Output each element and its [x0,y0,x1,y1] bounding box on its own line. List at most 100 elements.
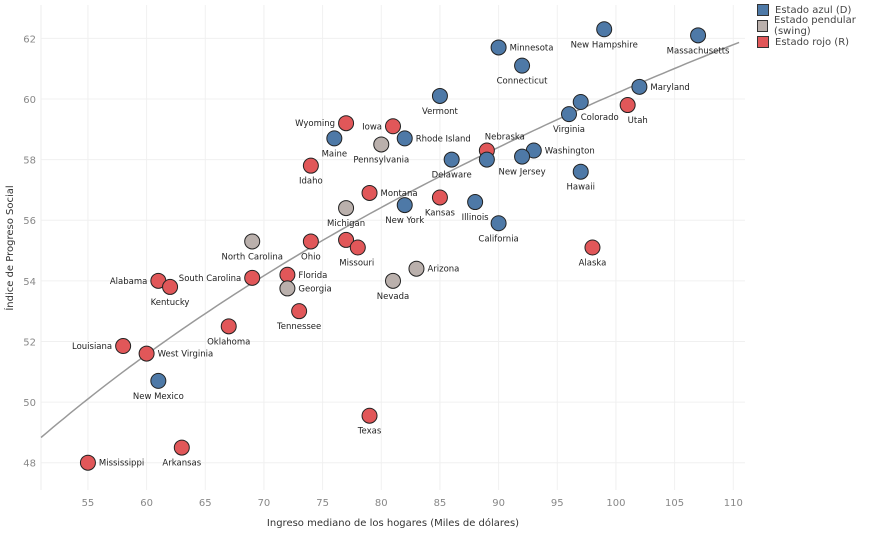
data-point[interactable] [631,78,648,95]
data-point[interactable] [338,115,355,132]
data-point[interactable] [338,200,355,217]
trend-line [40,41,740,439]
x-tick-label: 105 [665,498,684,509]
legend-item-swing[interactable]: Estado pendular (swing) [757,15,884,37]
data-point[interactable] [396,197,413,214]
data-point[interactable] [443,151,460,168]
data-point[interactable] [431,87,448,104]
legend-item-red[interactable]: Estado rojo (R) [757,34,884,50]
data-point[interactable] [431,189,448,206]
data-point[interactable] [291,303,308,320]
point-label: Delaware [432,171,472,181]
x-tick-label: 55 [82,498,95,509]
data-point[interactable] [490,39,507,56]
point-label: Nevada [377,292,409,302]
data-point[interactable] [138,345,155,362]
y-tick-label: 58 [23,156,36,167]
point-label: Missouri [339,259,374,269]
legend-swatch [757,20,769,32]
point-label: Maryland [650,83,689,93]
point-label: Oklahoma [207,337,250,347]
point-label: Arizona [427,265,459,275]
data-point[interactable] [302,233,319,250]
data-point[interactable] [162,278,179,295]
data-point[interactable] [467,194,484,211]
point-label: Idaho [299,177,323,187]
point-label: Alabama [110,277,147,287]
data-point[interactable] [572,163,589,180]
x-tick-label: 100 [606,498,625,509]
grid [40,5,745,490]
point-label: Kansas [425,208,456,218]
point-label: Michigan [327,219,365,229]
y-tick-label: 54 [23,277,36,288]
data-point[interactable] [361,184,378,201]
point-label: New Hampshire [571,40,638,50]
data-point[interactable] [173,439,190,456]
data-point[interactable] [220,318,237,335]
y-tick-label: 62 [23,34,36,45]
data-point[interactable] [79,454,96,471]
point-label: New York [385,216,424,226]
data-point[interactable] [584,239,601,256]
legend-label: Estado pendular (swing) [774,15,856,37]
points: New Hampshire Massachusetts Minnesota Conne… [72,21,730,471]
point-label: Rhode Island [416,134,471,144]
legend: Estado azul (D) Estado pendular (swing) … [757,2,884,50]
data-point[interactable] [514,148,531,165]
x-tick-label: 75 [316,498,329,509]
y-tick-label: 56 [23,216,36,227]
data-point[interactable] [596,21,613,38]
data-point[interactable] [690,27,707,44]
data-point[interactable] [302,157,319,174]
data-point[interactable] [326,130,343,147]
legend-item-blue[interactable]: Estado azul (D) [757,2,884,18]
data-point[interactable] [338,231,355,248]
data-point[interactable] [279,280,296,297]
x-tick-label: 70 [258,498,271,509]
point-label: Hawaii [566,183,594,193]
point-label: Iowa [362,122,382,132]
data-point[interactable] [572,94,589,110]
point-label: Vermont [422,107,459,117]
point-label: Utah [628,116,648,126]
data-point[interactable] [244,233,261,250]
data-point[interactable] [408,260,425,277]
data-point[interactable] [561,106,577,123]
x-tick-label: 80 [375,498,388,509]
point-label: Washington [545,147,595,157]
point-label: Wyoming [295,119,335,129]
y-tick-label: 60 [23,95,36,106]
point-label: Maine [322,149,348,159]
point-label: Tennessee [276,322,321,332]
point-label: Montana [381,189,418,199]
point-label: Connecticut [497,77,549,87]
data-point[interactable] [514,57,531,74]
x-tick-label: 60 [140,498,153,509]
data-point[interactable] [361,407,378,424]
point-label: Colorado [581,113,619,123]
data-point[interactable] [115,338,132,355]
y-tick-label: 50 [23,398,36,409]
data-point[interactable] [279,266,296,283]
x-tick-label: 90 [492,498,505,509]
data-point[interactable] [396,130,413,147]
data-point[interactable] [373,136,390,153]
point-label: Florida [298,271,327,281]
data-point[interactable] [349,239,366,256]
data-point[interactable] [490,215,507,232]
point-label: Pennsylvania [353,155,409,165]
data-point[interactable] [385,118,401,135]
x-tick-label: 110 [724,498,743,509]
data-point[interactable] [478,151,495,168]
point-label: Minnesota [510,43,554,53]
data-point[interactable] [244,269,261,286]
point-label: Virginia [553,125,585,135]
data-point[interactable] [150,372,167,389]
point-label: Illinois [462,213,490,223]
y-axis: 48 50 52 54 56 58 60 62 [23,34,36,469]
x-tick-label: 95 [551,498,564,509]
data-point[interactable] [619,97,636,114]
data-point[interactable] [385,272,401,289]
